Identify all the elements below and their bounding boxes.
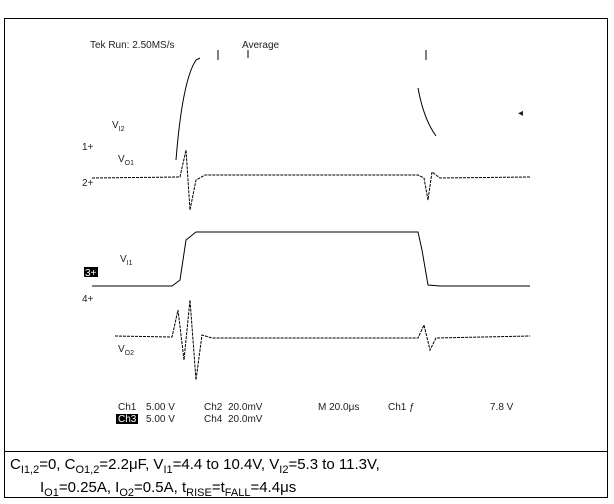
setting: Ch4 xyxy=(204,414,223,425)
trigger-arrow: ◂ xyxy=(518,108,523,119)
caption-subscript: O1,2 xyxy=(75,464,100,476)
caption-subscript: I2 xyxy=(279,464,289,476)
figure-frame xyxy=(4,18,608,498)
scope-screen: Tek Run: 2.50MS/s Average ◂ 1+ 2+ 3+ 4+ … xyxy=(82,40,531,425)
caption-line: IO1=0.25A, IO2=0.5A, tRISE=tFALL=4.4μs xyxy=(10,479,380,502)
trace-label: VO1 xyxy=(118,154,134,167)
ch4-marker: 4+ xyxy=(82,294,94,305)
caption-text: C xyxy=(10,456,21,473)
caption-text: =2.2μF, V xyxy=(99,456,164,473)
caption-text: =5.3 to 11.3V, xyxy=(288,456,380,473)
caption-text: =t xyxy=(211,479,225,496)
setting: M 20.0μs xyxy=(318,402,359,413)
caption-subscript: RISE xyxy=(186,487,212,499)
setting: 7.8 V xyxy=(490,402,514,413)
setting: Ch1 xyxy=(118,402,137,413)
caption-text: =4.4 to 10.4V, V xyxy=(172,456,280,473)
settings: Ch1 5.00 V Ch2 20.0mV M 20.0μs Ch1 ƒ 7.8… xyxy=(116,402,514,425)
caption-line: CI1,2=0, CO1,2=2.2μF, VI1=4.4 to 10.4V, … xyxy=(10,456,380,479)
caption: CI1,2=0, CO1,2=2.2μF, VI1=4.4 to 10.4V, … xyxy=(10,456,380,502)
separator xyxy=(4,451,608,452)
caption-text: =0, C xyxy=(39,456,76,473)
run-status: Tek Run: 2.50MS/s xyxy=(90,40,174,51)
caption-text: =0.25A, I xyxy=(58,479,120,496)
trace-label: VO2 xyxy=(118,344,134,357)
caption-subscript: I1 xyxy=(163,464,173,476)
setting: 20.0mV xyxy=(228,402,263,413)
traces xyxy=(91,57,531,381)
caption-text: =0.5A, t xyxy=(134,479,187,496)
caption-text: I xyxy=(40,479,45,496)
caption-subscript: FALL xyxy=(224,487,251,499)
setting: Ch2 xyxy=(204,402,223,413)
setting: Ch1 ƒ xyxy=(388,402,415,413)
setting: 20.0mV xyxy=(228,414,263,425)
trace-label: VI2 xyxy=(112,120,125,133)
ch1-marker: 1+ xyxy=(82,142,94,153)
trace-label: VI1 xyxy=(120,254,133,267)
caption-subscript: I1,2 xyxy=(20,464,40,476)
setting: 5.00 V xyxy=(146,414,175,425)
ch3-marker: 3+ xyxy=(85,268,97,279)
setting: Ch3 xyxy=(118,414,137,425)
caption-subscript: O2 xyxy=(119,487,135,499)
acq-mode: Average xyxy=(242,40,280,51)
caption-text: =4.4μs xyxy=(250,479,297,496)
caption-subscript: O1 xyxy=(44,487,59,499)
ch2-marker: 2+ xyxy=(82,178,94,189)
setting: 5.00 V xyxy=(146,402,175,413)
